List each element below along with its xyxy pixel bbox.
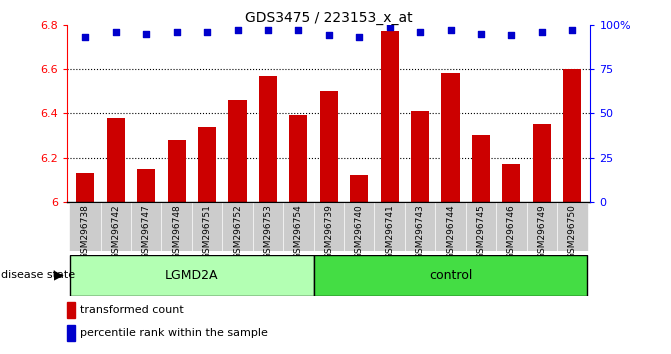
Point	[80, 34, 91, 40]
Bar	[435, 202, 466, 251]
Text: GSM296739: GSM296739	[324, 204, 333, 259]
Text: GSM296741: GSM296741	[385, 204, 394, 259]
Bar	[380, 32, 399, 202]
Bar	[344, 202, 374, 251]
Text: GSM296752: GSM296752	[233, 204, 242, 259]
Point	[354, 34, 364, 40]
Point	[262, 27, 273, 33]
Text: GSM296747: GSM296747	[142, 204, 151, 259]
Bar	[442, 73, 460, 202]
Bar	[313, 202, 344, 251]
Bar	[228, 100, 247, 202]
Point	[232, 27, 243, 33]
Bar	[192, 202, 222, 251]
Point	[171, 29, 182, 35]
Text: GSM296744: GSM296744	[446, 204, 455, 259]
Bar	[137, 169, 156, 202]
Bar	[350, 175, 368, 202]
Bar	[131, 202, 162, 251]
Text: GSM296753: GSM296753	[264, 204, 272, 259]
Text: control: control	[429, 269, 472, 282]
Point	[567, 27, 578, 33]
Point	[141, 31, 152, 36]
Text: ▶: ▶	[54, 269, 64, 282]
Text: GSM296745: GSM296745	[476, 204, 485, 259]
Text: GSM296754: GSM296754	[294, 204, 303, 259]
Bar	[557, 202, 587, 251]
Bar	[253, 202, 283, 251]
Text: GSM296750: GSM296750	[568, 204, 576, 259]
Text: GSM296748: GSM296748	[172, 204, 181, 259]
Text: transformed count: transformed count	[80, 305, 183, 315]
Point	[536, 29, 547, 35]
Bar	[289, 115, 307, 202]
Text: GSM296743: GSM296743	[415, 204, 425, 259]
Bar	[198, 127, 216, 202]
Bar	[502, 164, 521, 202]
Bar	[168, 140, 186, 202]
Point	[476, 31, 486, 36]
Text: GSM296740: GSM296740	[355, 204, 364, 259]
Bar	[313, 255, 587, 296]
Bar	[101, 202, 131, 251]
Point	[293, 27, 304, 33]
Text: LGMD2A: LGMD2A	[165, 269, 219, 282]
Bar	[319, 91, 338, 202]
Point	[384, 24, 395, 29]
Bar	[70, 202, 101, 251]
Bar	[533, 124, 551, 202]
Bar	[70, 255, 313, 296]
Bar	[374, 202, 405, 251]
Text: GSM296746: GSM296746	[507, 204, 516, 259]
Text: disease state: disease state	[1, 270, 74, 280]
Point	[506, 33, 517, 38]
Bar	[162, 202, 192, 251]
Bar	[283, 202, 313, 251]
Text: GSM296751: GSM296751	[203, 204, 211, 259]
Text: GSM296742: GSM296742	[111, 204, 120, 259]
Bar	[107, 118, 125, 202]
Point	[111, 29, 121, 35]
Bar	[405, 202, 435, 251]
Bar	[466, 202, 496, 251]
Text: percentile rank within the sample: percentile rank within the sample	[80, 328, 268, 338]
Bar	[472, 136, 490, 202]
Bar	[222, 202, 253, 251]
Point	[445, 27, 456, 33]
Text: GSM296749: GSM296749	[537, 204, 546, 259]
Bar	[496, 202, 527, 251]
Point	[323, 33, 334, 38]
Text: GDS3475 / 223153_x_at: GDS3475 / 223153_x_at	[245, 11, 413, 25]
Bar	[563, 69, 581, 202]
Bar	[411, 111, 429, 202]
Text: GSM296738: GSM296738	[81, 204, 90, 259]
Point	[415, 29, 425, 35]
Bar	[259, 76, 277, 202]
Bar	[527, 202, 557, 251]
Bar	[67, 325, 75, 341]
Bar	[67, 302, 75, 318]
Bar	[76, 173, 95, 202]
Point	[202, 29, 213, 35]
